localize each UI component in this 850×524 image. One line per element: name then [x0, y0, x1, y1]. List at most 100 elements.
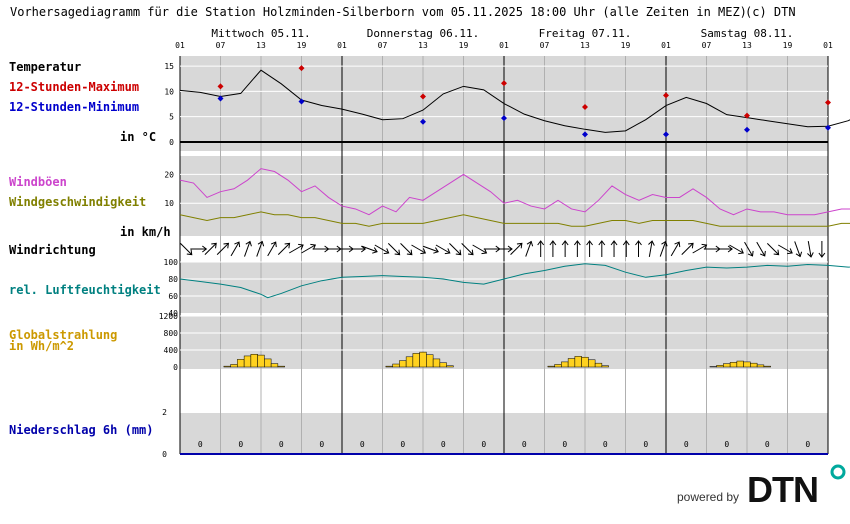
- wind-arrow-head: [586, 240, 593, 246]
- wind-arrow-head: [759, 250, 766, 257]
- max-temp-point: [501, 80, 507, 87]
- temperature-label: Temperatur: [9, 60, 81, 74]
- wind-arrow-shaft: [267, 241, 277, 257]
- wind-arrow-head: [795, 251, 803, 258]
- wind-arrow: [635, 240, 642, 257]
- min-temp-point: [298, 98, 305, 105]
- wind-arrow: [190, 245, 208, 253]
- temp-tick-label: 10: [164, 87, 174, 96]
- radiation-bar: [223, 365, 231, 368]
- wind-arrow: [374, 244, 390, 255]
- wind-arrow-head: [270, 241, 277, 248]
- wind-arrow-head: [310, 243, 317, 250]
- radiation-bar: [561, 361, 569, 368]
- hour-tick-label: 01: [823, 41, 833, 50]
- wind-arrow-shaft: [778, 244, 793, 254]
- wind-arrow-shaft: [216, 242, 229, 256]
- radiation-bar: [405, 356, 414, 368]
- radiation-bar: [567, 358, 576, 368]
- wind-arrow: [216, 242, 230, 256]
- series-layer: 0 0 0 0 0 0 0 0 0 0 0 0 0 0 0 0: [179, 65, 850, 449]
- day-label: Freitag 07.11.: [539, 27, 632, 40]
- wind-arrow: [681, 242, 694, 256]
- wind-arrow-shaft: [435, 244, 451, 254]
- precip-value-label: 0: [765, 440, 770, 449]
- wind-arrow-head: [481, 248, 488, 255]
- wind-unit: in km/h: [120, 225, 171, 239]
- wind-arrow: [586, 240, 593, 257]
- wind-arrow: [361, 245, 378, 254]
- wind-arrow-head: [284, 242, 291, 249]
- wind-arrow: [461, 242, 474, 256]
- precip-value-label: 0: [724, 440, 729, 449]
- wind-arrow: [807, 241, 814, 258]
- wind-speed-line: [179, 211, 850, 227]
- radiation-bar: [426, 354, 434, 368]
- hour-tick-label: 07: [540, 41, 550, 50]
- wind-arrow: [610, 240, 618, 257]
- radiation-bar: [385, 365, 393, 368]
- radiation-bar: [547, 365, 555, 368]
- radiation-bar: [581, 356, 589, 368]
- precip-value-label: 0: [319, 440, 324, 449]
- wind-arrow-shaft: [807, 241, 812, 257]
- radiation-bar: [723, 363, 731, 368]
- wind-arrow: [598, 240, 606, 257]
- wind-arrow-head: [257, 240, 265, 247]
- wind-arrow-shaft: [361, 245, 378, 253]
- wind-arrow-shaft: [277, 242, 290, 256]
- wind-arrow-shaft: [411, 244, 426, 254]
- hour-tick-label: 13: [742, 41, 752, 50]
- wind-arrow-shaft: [681, 242, 694, 256]
- wind-arrow-shaft: [244, 241, 251, 257]
- wind-arrow-shaft: [230, 241, 240, 257]
- wind-arrow: [435, 244, 451, 255]
- wind-arrow-shaft: [449, 242, 462, 256]
- wind-arrow: [778, 244, 793, 255]
- radiation-bar: [264, 358, 272, 368]
- precip-value-label: 0: [603, 440, 608, 449]
- wind-arrow-head: [688, 242, 694, 249]
- wind-arrow-head: [661, 240, 668, 247]
- wind-arrow-head: [383, 248, 390, 255]
- radiation-bar: [412, 353, 420, 368]
- radiation-bar: [736, 360, 744, 368]
- wind-arrow: [525, 240, 534, 257]
- max-temp-point: [582, 104, 588, 111]
- radiation-bar: [574, 356, 582, 368]
- wind-arrow: [549, 240, 557, 257]
- wind-arrow-head: [406, 249, 413, 256]
- max-temp-point: [420, 93, 426, 100]
- hour-tick-label: 19: [297, 41, 307, 50]
- radiation-bar: [257, 354, 265, 368]
- humidity-label: rel. Luftfeuchtigkeit: [9, 283, 161, 297]
- min-temp-point: [420, 118, 426, 125]
- radiation-bar: [588, 359, 596, 368]
- wind-arrow: [716, 245, 733, 253]
- hour-tick-label: 07: [378, 41, 388, 50]
- hour-tick-label: 19: [459, 41, 469, 50]
- hour-tick-label: 19: [621, 41, 631, 50]
- wind-arrow: [496, 245, 513, 253]
- wind-arrow: [794, 241, 803, 258]
- wind-arrow-head: [467, 249, 474, 256]
- wind-arrow-head: [727, 245, 733, 253]
- humidity-line: [179, 263, 850, 299]
- radiation-tick-label: 1200: [159, 312, 178, 321]
- hour-tick-label: 13: [256, 41, 266, 50]
- copyright-text: (c) DTN: [745, 5, 796, 19]
- min-temp-label: 12-Stunden-Minimum: [9, 100, 139, 114]
- wind-arrow: [766, 242, 780, 256]
- radiation-bar: [399, 360, 407, 368]
- wind-arrow-shaft: [744, 241, 753, 257]
- wind-arrow-shaft: [659, 241, 667, 257]
- temperature-unit: in °C: [120, 130, 156, 144]
- wind-arrow-head: [787, 248, 793, 255]
- radiation-bar: [716, 365, 724, 368]
- radiation-bar: [419, 351, 427, 368]
- wind-arrow-head: [433, 247, 439, 254]
- wind-arrow-head: [818, 252, 826, 258]
- wind-arrow: [387, 242, 401, 256]
- precip-value-label: 0: [400, 440, 405, 449]
